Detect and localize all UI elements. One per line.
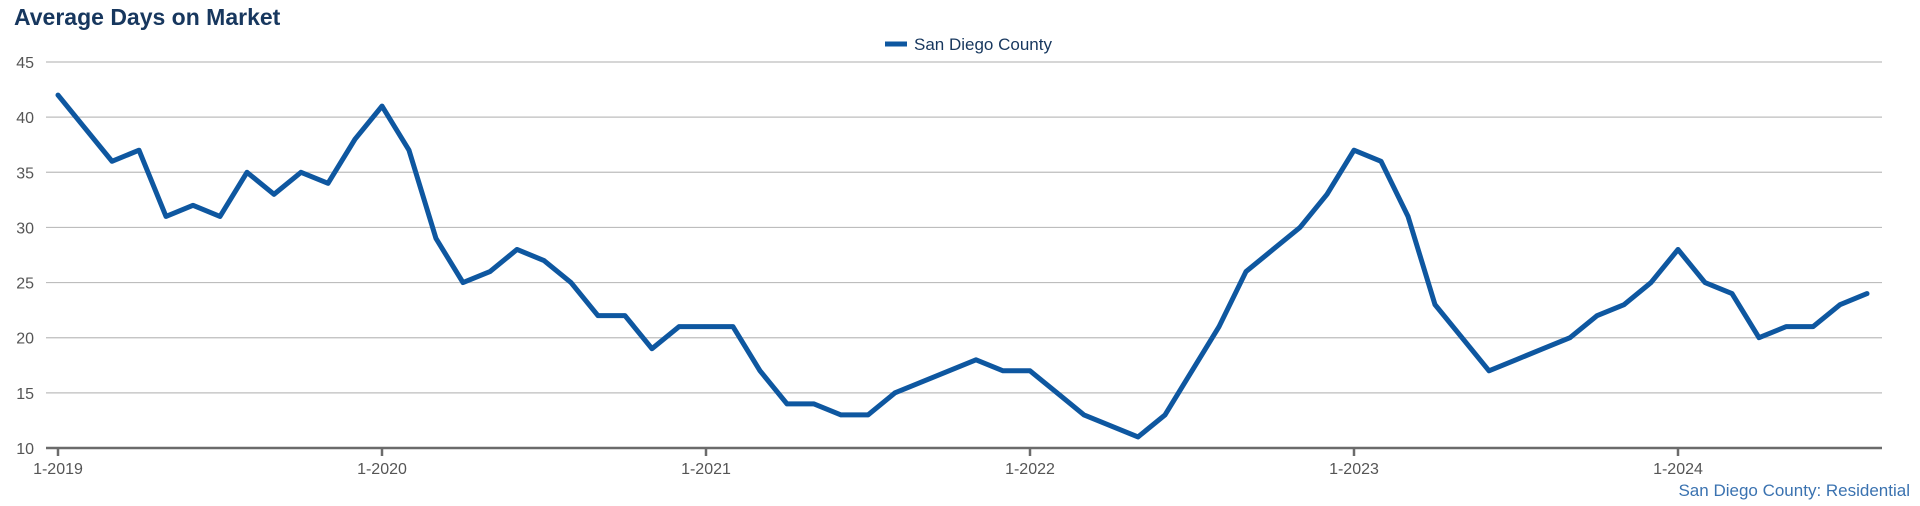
data-point <box>379 103 385 109</box>
data-point <box>1864 291 1870 296</box>
data-point <box>1324 192 1330 197</box>
data-point <box>487 269 493 274</box>
data-point <box>1567 335 1573 340</box>
chart-title: Average Days on Market <box>14 4 281 30</box>
x-tick-label: 1-2024 <box>1653 461 1703 478</box>
y-tick-label: 10 <box>16 441 34 458</box>
x-tick-label: 1-2022 <box>1005 461 1055 478</box>
data-point <box>622 313 628 318</box>
data-point <box>1000 368 1006 373</box>
data-point <box>1675 247 1681 252</box>
data-point <box>730 324 736 329</box>
data-point <box>1810 324 1816 329</box>
data-point <box>1108 423 1114 429</box>
data-point <box>433 236 439 241</box>
data-point <box>163 214 169 219</box>
data-point <box>1702 280 1708 285</box>
data-point <box>568 280 574 285</box>
data-point <box>1027 368 1033 373</box>
data-point <box>514 247 520 252</box>
data-point <box>352 137 358 142</box>
data-point <box>1297 225 1303 230</box>
data-point <box>298 170 304 175</box>
data-point <box>1459 335 1465 340</box>
data-point <box>1216 324 1222 329</box>
grid-lines <box>46 61 1882 394</box>
data-point <box>757 368 763 373</box>
y-tick-label: 35 <box>16 165 34 182</box>
data-point <box>865 412 871 418</box>
data-point <box>1270 247 1276 252</box>
y-tick-label: 40 <box>16 110 34 127</box>
y-tick-label: 30 <box>16 220 34 237</box>
data-point <box>919 379 925 385</box>
data-point <box>541 258 547 263</box>
x-tick-label: 1-2020 <box>357 461 407 478</box>
x-tick-label: 1-2019 <box>33 461 83 478</box>
data-point <box>190 203 196 208</box>
data-point <box>946 368 952 373</box>
data-point <box>1054 390 1060 396</box>
data-point <box>595 313 601 318</box>
data-point <box>1621 302 1627 307</box>
data-point <box>1405 214 1411 219</box>
x-axis-ticks: 1-2019 1-2020 1-2021 1-2022 1-2023 1-2024 <box>33 448 1703 478</box>
data-point <box>1162 412 1168 418</box>
data-point <box>1756 335 1762 340</box>
data-point <box>1243 269 1249 274</box>
data-point <box>1648 280 1654 285</box>
data-point <box>1081 412 1087 418</box>
data-point <box>1540 346 1546 351</box>
data-point <box>55 92 61 98</box>
data-point <box>1486 368 1492 373</box>
data-point <box>82 125 88 131</box>
legend[interactable]: San Diego County <box>885 35 1052 54</box>
data-point <box>1513 357 1519 362</box>
data-point <box>973 357 979 362</box>
data-point <box>1351 148 1357 153</box>
data-point <box>406 148 412 153</box>
y-tick-label: 15 <box>16 386 34 403</box>
x-tick-label: 1-2021 <box>681 461 731 478</box>
data-point <box>1783 324 1789 329</box>
data-point <box>1378 159 1384 164</box>
data-point <box>649 346 655 351</box>
data-point <box>136 148 142 153</box>
data-point <box>325 181 331 186</box>
data-point <box>1189 368 1195 373</box>
data-point <box>892 390 898 396</box>
series-layer <box>55 92 1870 440</box>
data-point <box>1432 302 1438 307</box>
y-axis-ticks: 10 15 20 25 30 35 40 45 <box>16 55 34 458</box>
series-line-0 <box>55 92 1870 440</box>
x-tick-label: 1-2023 <box>1329 461 1379 478</box>
data-point <box>109 159 115 164</box>
data-point <box>1135 434 1141 440</box>
legend-label: San Diego County <box>914 35 1052 54</box>
y-tick-label: 20 <box>16 331 34 348</box>
y-tick-label: 25 <box>16 276 34 293</box>
data-point <box>1729 291 1735 296</box>
data-point <box>838 412 844 418</box>
chart-footer: San Diego County: Residential <box>1678 481 1910 500</box>
data-point <box>244 170 250 175</box>
data-point <box>217 214 223 219</box>
data-point <box>784 401 790 407</box>
data-point <box>1594 313 1600 318</box>
y-tick-label: 45 <box>16 55 34 72</box>
data-point <box>811 401 817 407</box>
data-point <box>676 324 682 329</box>
data-point <box>460 280 466 285</box>
data-point <box>703 324 709 329</box>
data-point <box>271 192 277 197</box>
data-point <box>1837 302 1843 307</box>
